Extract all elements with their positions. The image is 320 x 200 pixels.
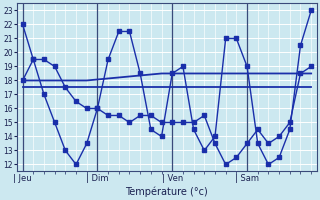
X-axis label: Température (°c): Température (°c) [125,186,208,197]
